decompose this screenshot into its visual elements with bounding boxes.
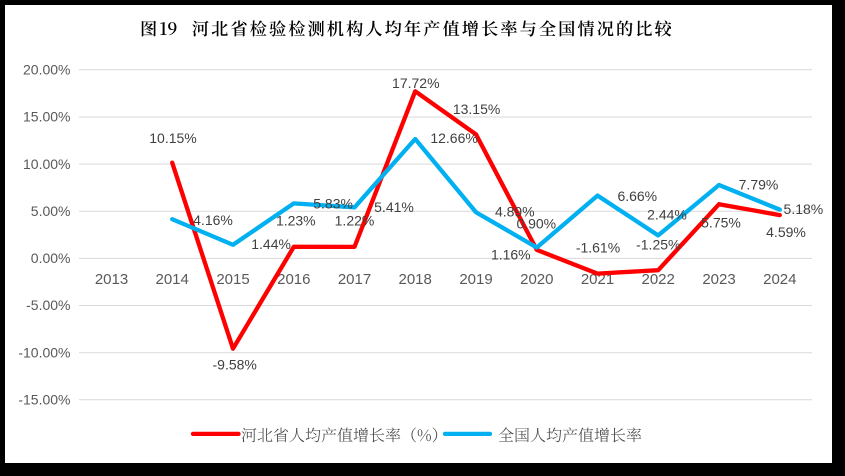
svg-text:0.90%: 0.90% xyxy=(516,216,556,232)
svg-text:10.00%: 10.00% xyxy=(23,156,70,172)
svg-text:1.16%: 1.16% xyxy=(491,247,531,263)
svg-text:5.41%: 5.41% xyxy=(374,199,414,215)
svg-text:12.66%: 12.66% xyxy=(430,130,477,146)
svg-text:20.00%: 20.00% xyxy=(23,62,70,78)
svg-text:2018: 2018 xyxy=(399,271,432,288)
svg-text:0.00%: 0.00% xyxy=(31,250,71,266)
svg-text:4.89%: 4.89% xyxy=(495,203,535,219)
svg-text:2020: 2020 xyxy=(520,271,553,288)
svg-text:6.66%: 6.66% xyxy=(617,188,657,204)
svg-text:5.83%: 5.83% xyxy=(313,195,353,211)
svg-text:-10.00%: -10.00% xyxy=(18,344,70,360)
svg-text:4.16%: 4.16% xyxy=(193,212,233,228)
svg-text:15.00%: 15.00% xyxy=(23,109,70,125)
svg-text:2014: 2014 xyxy=(156,271,189,288)
svg-text:5.00%: 5.00% xyxy=(31,203,71,219)
svg-text:-1.61%: -1.61% xyxy=(576,239,620,255)
svg-text:1.44%: 1.44% xyxy=(251,236,291,252)
svg-text:2024: 2024 xyxy=(763,271,796,288)
svg-text:2013: 2013 xyxy=(95,271,128,288)
svg-text:5.75%: 5.75% xyxy=(701,214,741,230)
svg-text:2017: 2017 xyxy=(338,271,371,288)
svg-text:2016: 2016 xyxy=(277,271,310,288)
svg-text:13.15%: 13.15% xyxy=(453,101,500,117)
svg-text:2015: 2015 xyxy=(216,271,249,288)
svg-text:10.15%: 10.15% xyxy=(149,130,196,146)
svg-text:1.22%: 1.22% xyxy=(335,213,375,229)
svg-text:-9.58%: -9.58% xyxy=(213,357,257,373)
svg-text:-15.00%: -15.00% xyxy=(18,392,70,408)
svg-text:17.72%: 17.72% xyxy=(392,75,439,91)
svg-text:-5.00%: -5.00% xyxy=(26,297,70,313)
svg-text:2022: 2022 xyxy=(642,271,675,288)
svg-text:2.44%: 2.44% xyxy=(647,206,687,222)
svg-text:5.18%: 5.18% xyxy=(784,201,824,217)
svg-text:7.79%: 7.79% xyxy=(739,176,779,192)
svg-text:4.59%: 4.59% xyxy=(766,224,806,240)
svg-text:2019: 2019 xyxy=(459,271,492,288)
svg-text:-1.25%: -1.25% xyxy=(636,237,680,253)
svg-text:1.23%: 1.23% xyxy=(276,213,316,229)
svg-text:2023: 2023 xyxy=(702,271,735,288)
